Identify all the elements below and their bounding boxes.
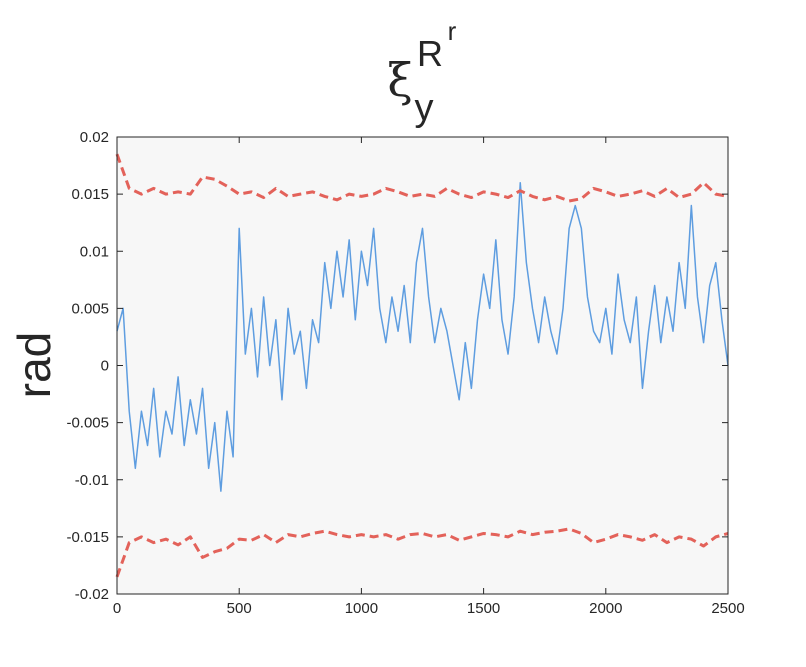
x-tick-label: 500 bbox=[227, 600, 252, 617]
title-sup: R bbox=[417, 33, 443, 74]
x-tick-label: 0 bbox=[113, 600, 121, 617]
y-tick-label: -0.015 bbox=[66, 529, 109, 546]
x-tick-label: 2000 bbox=[589, 600, 622, 617]
y-tick-label: -0.02 bbox=[75, 586, 109, 603]
y-tick-label: -0.01 bbox=[75, 472, 109, 489]
y-tick-label: 0.02 bbox=[80, 129, 109, 146]
x-tick-label: 1500 bbox=[467, 600, 500, 617]
bound-line bbox=[115, 153, 729, 203]
y-tick-label: -0.005 bbox=[66, 415, 109, 432]
y-axis-label: rad bbox=[8, 332, 60, 398]
title-sub: y bbox=[415, 87, 434, 129]
plot-area bbox=[117, 137, 728, 594]
x-tick-label: 2500 bbox=[711, 600, 744, 617]
y-tick-label: 0.01 bbox=[80, 243, 109, 260]
y-tick-label: 0 bbox=[101, 358, 109, 375]
data-line bbox=[116, 181, 729, 492]
bound-line bbox=[115, 527, 729, 578]
x-tick-label: 1000 bbox=[345, 600, 378, 617]
y-tick-label: 0.005 bbox=[71, 300, 109, 317]
title-sup-sup: r bbox=[448, 16, 457, 46]
y-tick-label: 0.015 bbox=[71, 186, 109, 203]
title-base: ξ bbox=[387, 53, 412, 107]
